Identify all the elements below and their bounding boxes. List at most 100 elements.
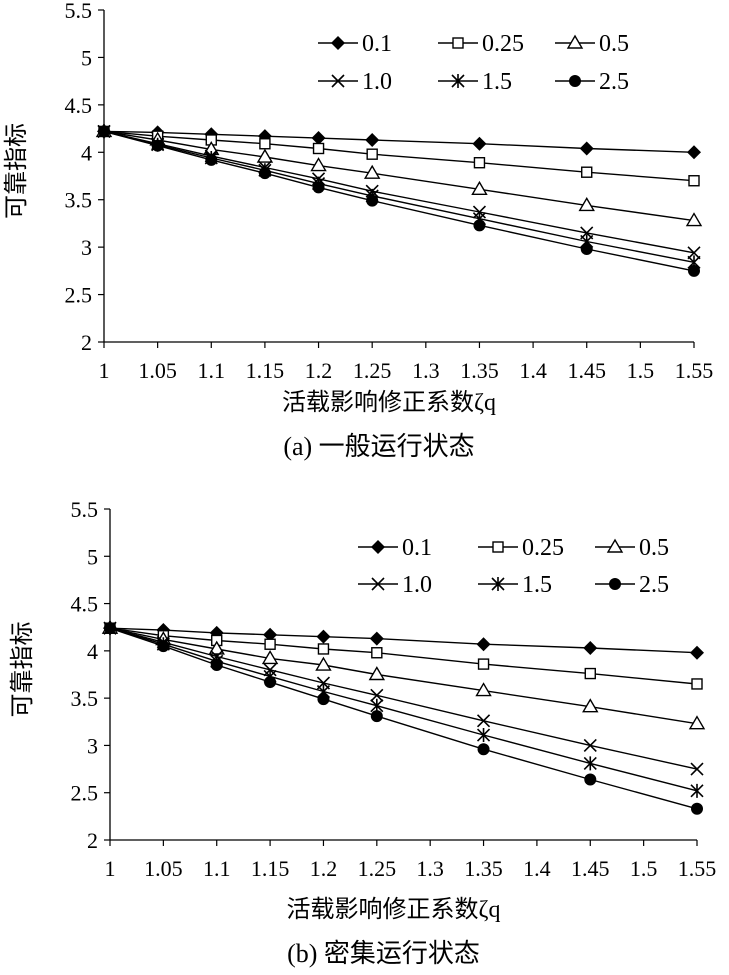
data-point-0.25: [317, 643, 330, 655]
y-tick-label: 4.5: [65, 93, 93, 118]
x-tick-label: 1.15: [251, 856, 290, 881]
chart-panel-a: 2 2.5 3 3.5 4 4.5 5 5.5 1 1.05 1.1 1.15 1.2 1.25 1.3 1.…: [3, 0, 713, 461]
data-point-0.25: [581, 166, 593, 178]
x-tick-label: 1.45: [567, 358, 606, 383]
x-tick-label: 1.1: [203, 856, 231, 881]
series-1.5: [103, 621, 704, 798]
data-point-0.5: [256, 148, 274, 163]
x-tick-label: 1.05: [138, 358, 177, 383]
y-tick-label: 2.5: [71, 781, 99, 806]
x-tick-label: 1.45: [571, 856, 610, 881]
x-tick-label: 1.5: [627, 358, 655, 383]
y-axis-label: 可靠指标: [9, 622, 36, 718]
legend-marker-0.25: [452, 37, 464, 49]
y-tick-label: 2: [87, 828, 98, 853]
data-point-2.5: [205, 153, 218, 166]
data-point-2.5: [473, 219, 486, 232]
y-tick-label: 2: [81, 330, 92, 355]
x-tick-label: 1.35: [460, 358, 499, 383]
y-tick-label: 5: [87, 544, 98, 569]
data-point-1.0: [687, 246, 701, 260]
series-line-0.25: [109, 627, 698, 685]
series-line-0.25: [103, 130, 695, 182]
data-point-0.5: [208, 640, 225, 655]
data-point-1.0: [690, 762, 704, 776]
chart-panel-b: 2 2.5 3 3.5 4 4.5 5 5.5 1 1.05 1.1 1.15 1.2 1.25 1.3 1.…: [9, 497, 716, 968]
data-point-0.1: [263, 627, 278, 642]
data-point-0.5: [582, 698, 599, 713]
data-point-0.5: [261, 650, 279, 665]
data-point-1.5: [476, 728, 491, 743]
data-point-0.1: [687, 145, 701, 160]
x-tick-label: 1.4: [519, 358, 547, 383]
legend-marker-0.5: [566, 34, 584, 49]
legend-label: 0.1: [362, 31, 392, 57]
data-point-0.25: [259, 138, 271, 150]
y-tick-label: 4: [87, 639, 98, 664]
y-axis-label: 可靠指标: [3, 123, 30, 219]
legend-label: 1.0: [362, 69, 392, 95]
x-tick-label: 1.35: [464, 856, 503, 881]
chart-caption: (a) 一般运行状态: [283, 432, 474, 461]
x-tick-label: 1.55: [678, 856, 717, 881]
data-point-0.5: [315, 656, 332, 671]
x-tick-label: 1: [99, 358, 110, 383]
x-tick-label: 1.3: [416, 856, 444, 881]
y-tick-label: 3.5: [65, 188, 93, 213]
x-tick-label: 1.55: [675, 358, 714, 383]
data-point-2.5: [317, 693, 330, 706]
legend-marker-0.5: [606, 538, 624, 553]
legend-marker-1.0: [371, 577, 385, 591]
x-tick-label: 1.1: [198, 358, 226, 383]
legend-marker-1.5: [451, 74, 465, 88]
data-point-0.1: [369, 631, 384, 646]
data-point-0.5: [310, 157, 327, 172]
data-point-2.5: [580, 243, 593, 256]
legend: 0.1 0.25 0.5 1.0 1.5 2.5: [358, 535, 669, 598]
data-point-0.5: [368, 666, 386, 681]
data-point-2.5: [366, 194, 379, 207]
x-tick-label: 1.05: [144, 856, 183, 881]
data-point-0.5: [688, 715, 706, 730]
x-axis-label: 活载影响修正系数ζq: [287, 896, 501, 923]
series-2.5: [98, 125, 700, 277]
data-point-0.5: [471, 180, 488, 195]
y-tick-label: 3.5: [71, 686, 99, 711]
data-point-0.25: [691, 678, 703, 690]
legend-label: 0.1: [402, 535, 432, 561]
data-point-2.5: [264, 676, 277, 689]
legend-label: 0.5: [599, 31, 629, 57]
legend-label: 0.25: [522, 535, 564, 561]
series-0.5: [95, 123, 703, 227]
data-point-2.5: [370, 710, 383, 723]
data-point-1.5: [583, 756, 597, 771]
x-tick-label: 1.5: [630, 856, 658, 881]
data-point-0.5: [685, 212, 703, 227]
data-point-0.25: [366, 148, 378, 160]
y-tick-label: 2.5: [65, 283, 93, 308]
legend-label: 1.5: [482, 69, 512, 95]
x-tick-label: 1.2: [305, 358, 333, 383]
data-point-1.0: [370, 688, 384, 702]
series-line-0.1: [109, 627, 698, 654]
data-point-0.5: [578, 197, 595, 212]
y-tick-label: 5.5: [71, 497, 99, 522]
data-point-0.25: [312, 142, 325, 155]
x-tick-label: 1.2: [310, 856, 338, 881]
series-line-0.1: [103, 130, 695, 153]
data-point-0.1: [311, 131, 326, 146]
legend-marker-2.5: [569, 75, 581, 87]
x-axis-label: 活载影响修正系数ζq: [282, 389, 496, 416]
data-point-2.5: [477, 743, 490, 756]
legend-marker-0.1: [331, 36, 345, 50]
data-point-0.25: [584, 667, 596, 680]
data-point-0.1: [690, 645, 704, 660]
legend-label: 1.0: [402, 572, 432, 598]
y-tick-label: 4.5: [71, 592, 99, 617]
data-point-0.1: [579, 141, 594, 156]
y-tick-label: 4: [81, 140, 92, 165]
data-point-0.1: [365, 132, 380, 147]
data-point-0.1: [583, 641, 598, 656]
data-point-0.25: [371, 647, 383, 659]
